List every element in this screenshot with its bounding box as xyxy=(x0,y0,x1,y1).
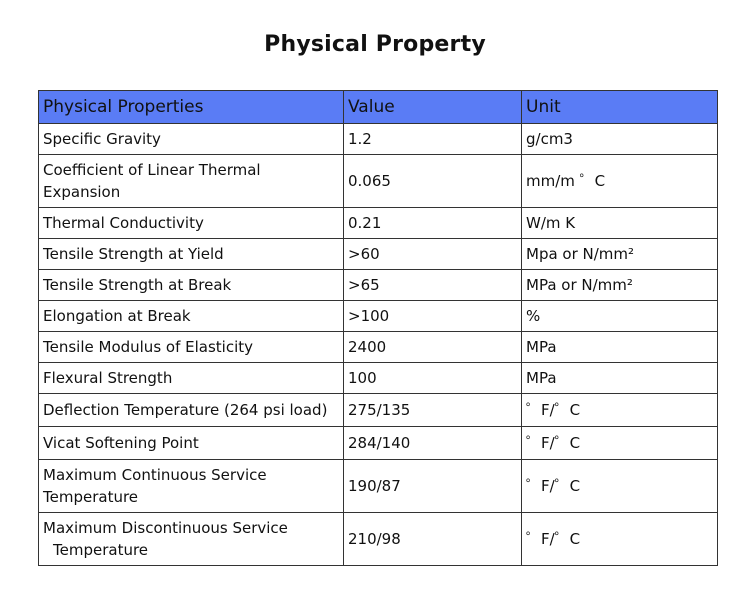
value-cell: 0.21 xyxy=(343,207,522,239)
value-cell: 210/98 xyxy=(343,512,522,566)
value-cell: 0.065 xyxy=(343,154,522,208)
unit-cell: Mpa or N/mm² xyxy=(521,238,718,270)
value-cell: 284/140 xyxy=(343,426,522,460)
value-cell: >100 xyxy=(343,300,522,332)
table-row: Coefficient of Linear Thermal Expansion … xyxy=(38,154,718,208)
table-row: Flexural Strength 100 MPa xyxy=(38,362,718,394)
property-line: Maximum Discontinuous Service xyxy=(43,519,288,537)
property-cell: Flexural Strength xyxy=(38,362,344,394)
property-cell: Coefficient of Linear Thermal Expansion xyxy=(38,154,344,208)
header-value: Value xyxy=(343,90,522,124)
table-row: Deflection Temperature (264 psi load) 27… xyxy=(38,393,718,427)
property-cell: Thermal Conductivity xyxy=(38,207,344,239)
value-cell: 1.2 xyxy=(343,123,522,155)
unit-cell: MPa xyxy=(521,362,718,394)
unit-cell: MPa or N/mm² xyxy=(521,269,718,301)
property-cell: Elongation at Break xyxy=(38,300,344,332)
value-cell: 275/135 xyxy=(343,393,522,427)
unit-cell: % xyxy=(521,300,718,332)
physical-properties-table: Physical Properties Value Unit Specific … xyxy=(38,90,718,566)
table-row: Tensile Strength at Break >65 MPa or N/m… xyxy=(38,269,718,301)
property-line: Temperature xyxy=(43,488,139,506)
table-row: Tensile Strength at Yield >60 Mpa or N/m… xyxy=(38,238,718,270)
value-cell: 100 xyxy=(343,362,522,394)
table-row: Specific Gravity 1.2 g/cm3 xyxy=(38,123,718,155)
page-title: Physical Property xyxy=(264,32,486,57)
property-cell: Vicat Softening Point xyxy=(38,426,344,460)
property-line: Maximum Continuous Service xyxy=(43,466,267,484)
header-physical-properties: Physical Properties xyxy=(38,90,344,124)
value-cell: >65 xyxy=(343,269,522,301)
value-cell: 2400 xyxy=(343,331,522,363)
value-cell: >60 xyxy=(343,238,522,270)
unit-cell: ゜F/゜C xyxy=(521,512,718,566)
unit-cell: W/m K xyxy=(521,207,718,239)
table-row: Elongation at Break >100 % xyxy=(38,300,718,332)
unit-cell: g/cm3 xyxy=(521,123,718,155)
property-cell: Maximum Continuous Service Temperature xyxy=(38,459,344,513)
table-row: Maximum Continuous Service Temperature 1… xyxy=(38,459,718,513)
unit-cell: mm/m ゜C xyxy=(521,154,718,208)
property-cell: Tensile Modulus of Elasticity xyxy=(38,331,344,363)
table-header-row: Physical Properties Value Unit xyxy=(38,90,718,124)
property-cell: Maximum Discontinuous Service Temperatur… xyxy=(38,512,344,566)
unit-cell: ゜F/゜C xyxy=(521,393,718,427)
table-row: Thermal Conductivity 0.21 W/m K xyxy=(38,207,718,239)
unit-cell: ゜F/゜C xyxy=(521,459,718,513)
property-cell: Tensile Strength at Break xyxy=(38,269,344,301)
property-cell: Tensile Strength at Yield xyxy=(38,238,344,270)
property-cell: Deflection Temperature (264 psi load) xyxy=(38,393,344,427)
table-row: Maximum Discontinuous Service Temperatur… xyxy=(38,512,718,566)
property-cell: Specific Gravity xyxy=(38,123,344,155)
property-line: Expansion xyxy=(43,183,121,201)
unit-cell: MPa xyxy=(521,331,718,363)
value-cell: 190/87 xyxy=(343,459,522,513)
property-line: Coefficient of Linear Thermal xyxy=(43,161,261,179)
property-line: Temperature xyxy=(53,541,149,559)
header-unit: Unit xyxy=(521,90,718,124)
unit-cell: ゜F/゜C xyxy=(521,426,718,460)
table-row: Vicat Softening Point 284/140 ゜F/゜C xyxy=(38,426,718,460)
table-row: Tensile Modulus of Elasticity 2400 MPa xyxy=(38,331,718,363)
